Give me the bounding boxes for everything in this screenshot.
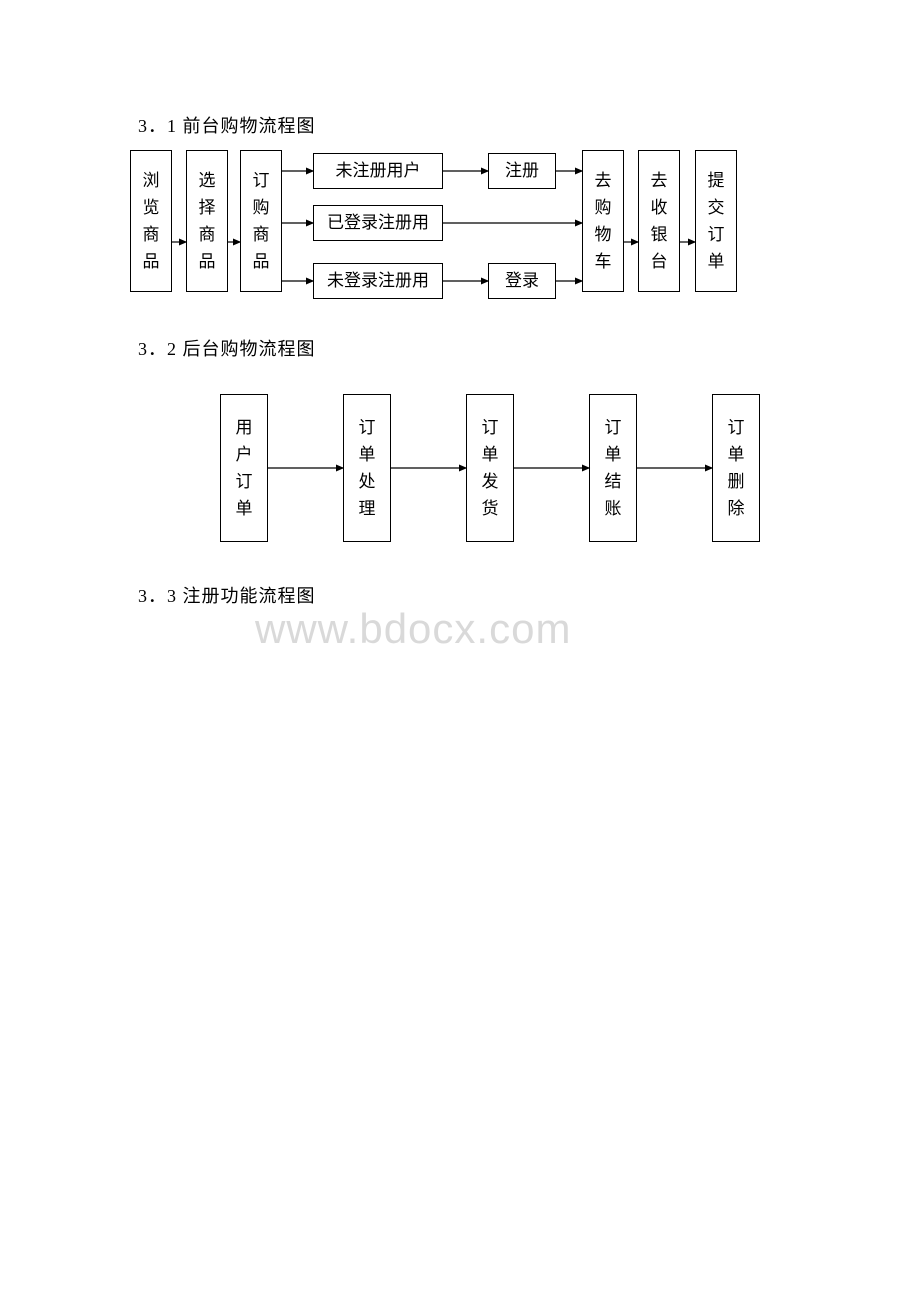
flow-node-m5: 订单删除 bbox=[712, 394, 760, 542]
flow-node-m3: 订单发货 bbox=[466, 394, 514, 542]
flow-arrows bbox=[0, 0, 920, 600]
flow-node-m1: 用户订单 bbox=[220, 394, 268, 542]
watermark-text: www.bdocx.com bbox=[255, 605, 571, 653]
flow-node-m2: 订单处理 bbox=[343, 394, 391, 542]
flow-node-m4: 订单结账 bbox=[589, 394, 637, 542]
diagram-backend-shopping: 用户订单 订单处理 订单发货 订单结账 订单删除 bbox=[0, 0, 920, 560]
